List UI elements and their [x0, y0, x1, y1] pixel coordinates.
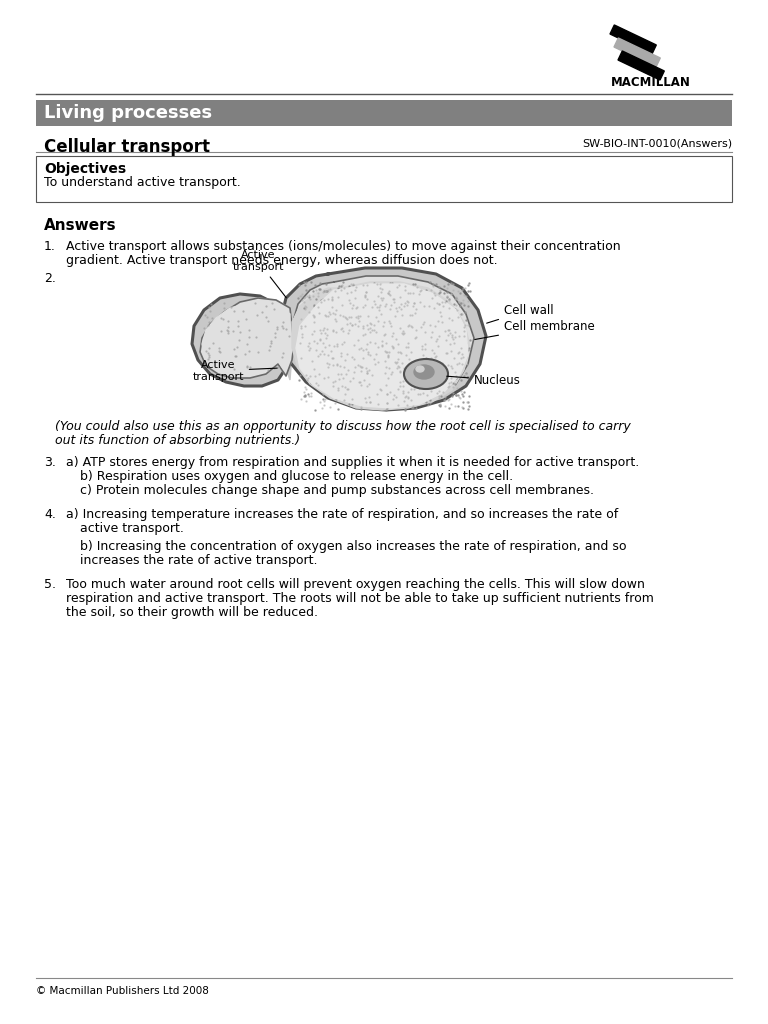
- Text: Cell wall: Cell wall: [487, 303, 554, 324]
- Ellipse shape: [416, 366, 424, 372]
- Text: b) Increasing the concentration of oxygen also increases the rate of respiration: b) Increasing the concentration of oxyge…: [80, 540, 627, 553]
- Polygon shape: [192, 294, 292, 386]
- Ellipse shape: [414, 365, 434, 379]
- Text: Active
transport: Active transport: [232, 251, 286, 298]
- FancyBboxPatch shape: [36, 100, 732, 126]
- Polygon shape: [296, 284, 468, 408]
- Text: respiration and active transport. The roots will not be able to take up sufficie: respiration and active transport. The ro…: [66, 592, 654, 605]
- Text: 5.: 5.: [44, 578, 56, 591]
- Text: MACMILLAN: MACMILLAN: [611, 76, 691, 89]
- Text: 4.: 4.: [44, 508, 56, 521]
- Polygon shape: [294, 276, 474, 406]
- Text: b) Respiration uses oxygen and glucose to release energy in the cell.: b) Respiration uses oxygen and glucose t…: [80, 470, 513, 483]
- Text: © Macmillan Publishers Ltd 2008: © Macmillan Publishers Ltd 2008: [36, 986, 209, 996]
- Text: active transport.: active transport.: [80, 522, 184, 535]
- Polygon shape: [282, 268, 486, 410]
- Polygon shape: [292, 282, 470, 410]
- Text: Living processes: Living processes: [44, 104, 212, 122]
- Text: (You could also use this as an opportunity to discuss how the root cell is speci: (You could also use this as an opportuni…: [55, 420, 631, 433]
- Text: SW-BIO-INT-0010(Answers): SW-BIO-INT-0010(Answers): [582, 138, 732, 148]
- Text: a) Increasing temperature increases the rate of respiration, and so increases th: a) Increasing temperature increases the …: [66, 508, 618, 521]
- Text: Answers: Answers: [44, 218, 117, 233]
- Text: gradient. Active transport needs energy, whereas diffusion does not.: gradient. Active transport needs energy,…: [66, 254, 498, 267]
- Text: c) Protein molecules change shape and pump substances across cell membranes.: c) Protein molecules change shape and pu…: [80, 484, 594, 497]
- Polygon shape: [202, 302, 290, 370]
- Polygon shape: [614, 38, 660, 67]
- Text: Too much water around root cells will prevent oxygen reaching the cells. This wi: Too much water around root cells will pr…: [66, 578, 645, 591]
- Polygon shape: [200, 298, 294, 378]
- FancyBboxPatch shape: [36, 156, 732, 202]
- Ellipse shape: [404, 359, 448, 389]
- Text: a) ATP stores energy from respiration and supplies it when it is needed for acti: a) ATP stores energy from respiration an…: [66, 456, 639, 469]
- Text: 2.: 2.: [44, 272, 56, 285]
- Text: increases the rate of active transport.: increases the rate of active transport.: [80, 554, 317, 567]
- Text: Cell membrane: Cell membrane: [475, 319, 594, 340]
- Polygon shape: [610, 25, 657, 54]
- Text: the soil, so their growth will be reduced.: the soil, so their growth will be reduce…: [66, 606, 318, 618]
- Text: Cellular transport: Cellular transport: [44, 138, 210, 156]
- Text: out its function of absorbing nutrients.): out its function of absorbing nutrients.…: [55, 434, 300, 447]
- Text: 3.: 3.: [44, 456, 56, 469]
- Text: Nucleus: Nucleus: [447, 374, 521, 386]
- Polygon shape: [618, 51, 664, 80]
- Text: To understand active transport.: To understand active transport.: [44, 176, 240, 189]
- Text: Objectives: Objectives: [44, 162, 126, 176]
- Text: Active transport allows substances (ions/molecules) to move against their concen: Active transport allows substances (ions…: [66, 240, 621, 253]
- Text: 1.: 1.: [44, 240, 56, 253]
- Text: Active
transport: Active transport: [192, 360, 277, 382]
